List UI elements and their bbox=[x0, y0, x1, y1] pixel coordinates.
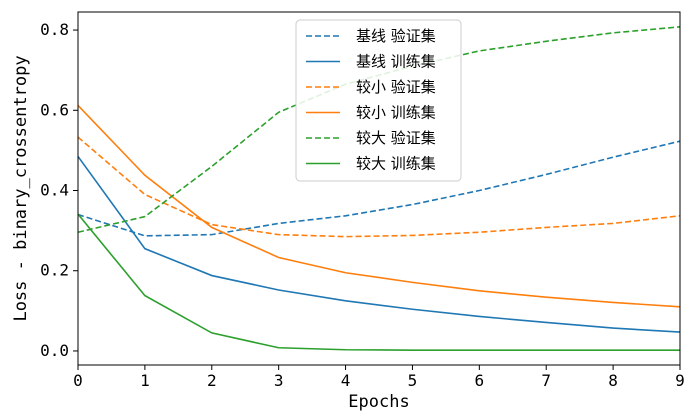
legend-label-5: 较大 训练集 bbox=[356, 155, 436, 173]
y-tick-label: 0.2 bbox=[40, 261, 69, 280]
legend-label-0: 基线 验证集 bbox=[356, 27, 436, 45]
y-tick-label: 0.8 bbox=[40, 20, 69, 39]
x-tick-label: 1 bbox=[140, 371, 150, 390]
legend-label-1: 基线 训练集 bbox=[356, 53, 436, 71]
series-line-2 bbox=[77, 136, 681, 238]
x-tick-label: 5 bbox=[408, 371, 418, 390]
series-line-0 bbox=[77, 140, 681, 237]
y-tick-label: 0.6 bbox=[40, 100, 69, 119]
y-axis-title: Loss - binary_crossentropy bbox=[11, 55, 31, 321]
plot-frame bbox=[77, 11, 681, 366]
x-tick-label: 7 bbox=[541, 371, 551, 390]
x-tick-label: 6 bbox=[475, 371, 485, 390]
x-tick-label: 4 bbox=[341, 371, 351, 390]
legend-label-4: 较大 验证集 bbox=[356, 129, 436, 147]
x-tick-label: 3 bbox=[274, 371, 284, 390]
legend-label-2: 较小 验证集 bbox=[356, 78, 436, 96]
x-tick-label: 8 bbox=[608, 371, 618, 390]
series-line-3 bbox=[77, 104, 681, 308]
x-axis-title: Epochs bbox=[348, 392, 409, 412]
x-tick-label: 9 bbox=[675, 371, 685, 390]
y-tick-label: 0.0 bbox=[40, 341, 69, 360]
x-axis: 0 1 2 3 4 5 6 7 8 9 bbox=[73, 365, 685, 390]
legend-box bbox=[295, 19, 462, 182]
series-line-5 bbox=[77, 213, 680, 351]
series-line-1 bbox=[77, 155, 681, 333]
y-tick-label: 0.4 bbox=[40, 181, 69, 200]
y-axis: 0.0 0.2 0.4 0.6 0.8 bbox=[40, 20, 78, 360]
legend-label-3: 较小 训练集 bbox=[356, 104, 436, 122]
x-tick-label: 0 bbox=[73, 371, 83, 390]
x-tick-label: 2 bbox=[207, 371, 217, 390]
